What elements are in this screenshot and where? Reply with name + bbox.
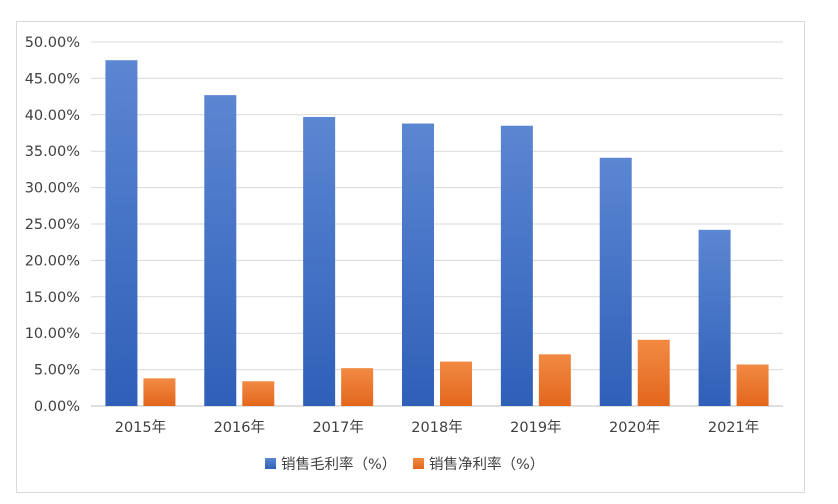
y-tick-label: 45.00%: [25, 71, 80, 87]
y-tick-label: 10.00%: [25, 326, 80, 342]
legend: 销售毛利率（%） 销售净利率（%）: [265, 456, 544, 473]
legend-item-gross-margin: 销售毛利率（%）: [265, 456, 396, 473]
bar-gross-margin: [500, 125, 533, 406]
y-tick-label: 35.00%: [25, 144, 80, 160]
y-tick-label: 15.00%: [25, 290, 80, 306]
bar-net-margin: [538, 354, 571, 406]
y-tick-label: 0.00%: [34, 399, 80, 415]
bar-gross-margin: [599, 157, 632, 406]
x-tick-label: 2015年: [115, 419, 166, 436]
y-tick-label: 50.00%: [25, 35, 80, 51]
y-tick-label: 30.00%: [25, 181, 80, 197]
legend-label-gross-margin: 销售毛利率（%）: [281, 456, 396, 473]
bar-net-margin: [143, 378, 176, 406]
bar-net-margin: [242, 381, 275, 406]
x-tick-label: 2016年: [214, 419, 265, 436]
x-tick-label: 2019年: [510, 419, 561, 436]
y-tick-label: 5.00%: [34, 363, 80, 379]
bar-gross-margin: [105, 60, 138, 406]
bar-net-margin: [637, 339, 670, 406]
y-tick-label: 25.00%: [25, 217, 80, 233]
x-tick-label: 2021年: [708, 419, 759, 436]
legend-label-net-margin: 销售净利率（%）: [429, 456, 544, 473]
bar-gross-margin: [204, 95, 237, 407]
x-tick-label: 2020年: [609, 419, 660, 436]
y-tick-label: 20.00%: [25, 253, 80, 269]
bar-gross-margin: [303, 116, 336, 406]
bar-net-margin: [341, 368, 374, 406]
legend-swatch-gross-margin: [265, 458, 276, 469]
y-tick-label: 40.00%: [25, 108, 80, 124]
bar-gross-margin: [402, 123, 434, 406]
y-axis-ticks: 0.00% 5.00% 10.00% 15.00% 20.00% 25.00% 30.00%…: [25, 35, 80, 415]
x-tick-label: 2018年: [411, 419, 462, 436]
bar-net-margin: [736, 364, 769, 406]
x-axis-ticks: 2015年 2016年 2017年 2018年 2019年 2020年 2021年: [115, 419, 760, 436]
bar-gross-margin: [698, 229, 731, 406]
gridlines: [91, 41, 783, 407]
legend-swatch-net-margin: [413, 458, 424, 469]
legend-item-net-margin: 销售净利率（%）: [413, 456, 544, 473]
x-tick-label: 2017年: [312, 419, 363, 436]
bars: [105, 60, 769, 407]
bar-net-margin: [440, 361, 472, 406]
